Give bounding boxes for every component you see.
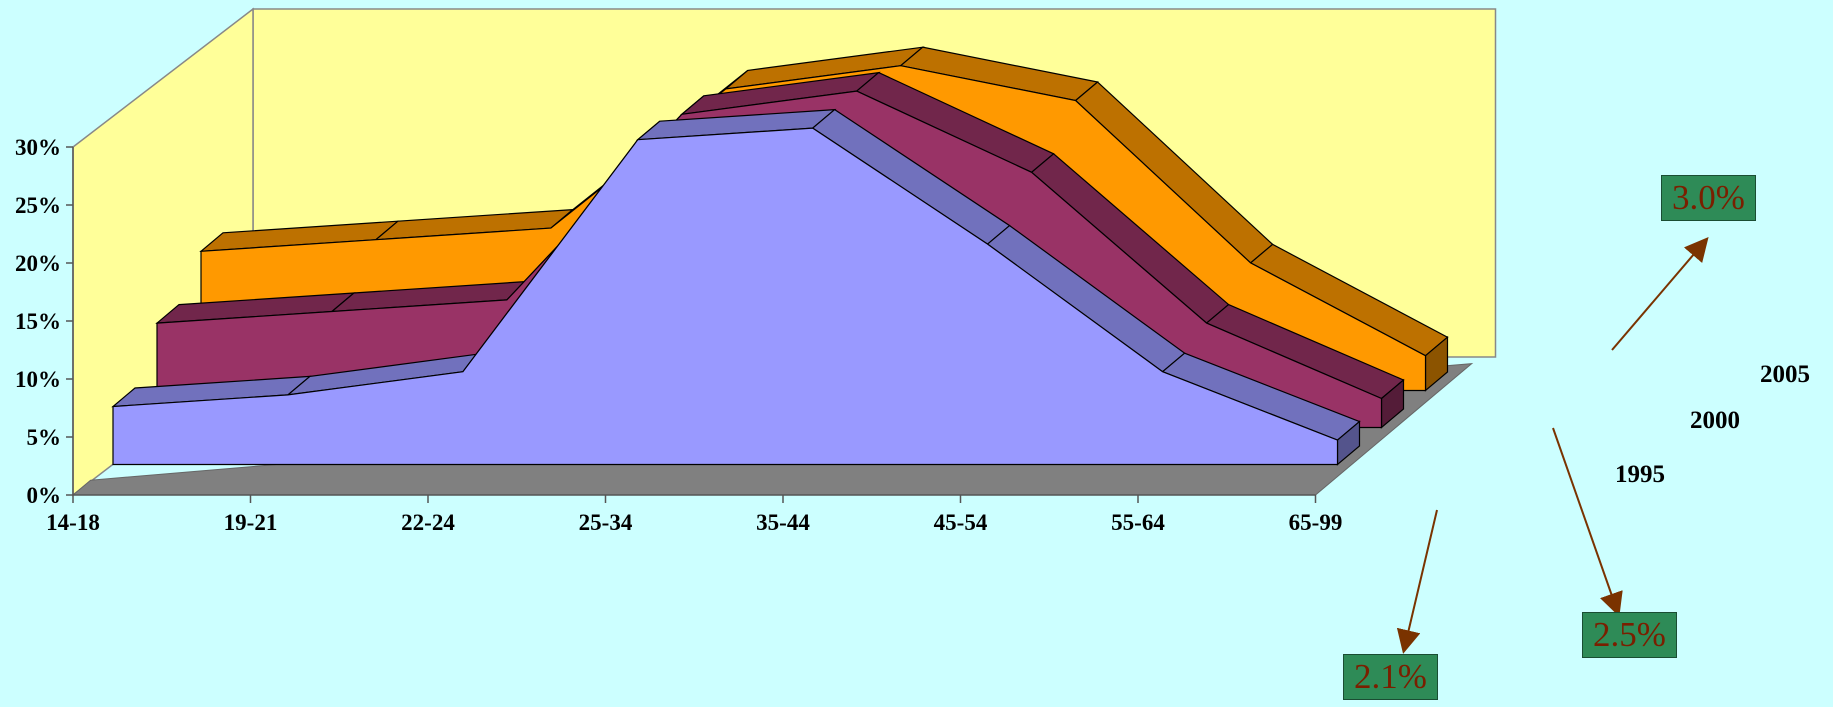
x-tick-label: 45-54 — [934, 510, 988, 535]
y-tick-label: 25% — [15, 193, 61, 218]
series-1995 — [111, 108, 1361, 466]
y-tick-label: 5% — [27, 425, 62, 450]
callout-label-1995: 2.1% — [1343, 654, 1438, 700]
x-tick-label: 65-99 — [1289, 510, 1343, 535]
callout-arrow-2005 — [1611, 236, 1709, 351]
x-tick-label: 14-18 — [46, 510, 100, 535]
callout-arrow-2000 — [1552, 427, 1623, 617]
depth-label-2000: 2000 — [1690, 407, 1740, 434]
callout-arrow-1995 — [1396, 509, 1438, 654]
callout-label-2000: 2.5% — [1582, 612, 1677, 658]
x-tick-label: 19-21 — [224, 510, 278, 535]
y-tick-label: 10% — [15, 367, 61, 392]
axis-layer: 0% 5% 10% 15% 20% 25% 30% 14-18 19-21 22-24 25-34 3… — [15, 135, 1810, 535]
x-tick-label: 35-44 — [756, 510, 810, 535]
y-tick-label: 30% — [15, 135, 61, 160]
depth-label-1995: 1995 — [1615, 461, 1665, 488]
arrow-layer — [1396, 236, 1709, 654]
callout-label-2005: 3.0% — [1661, 175, 1756, 221]
x-tick-label: 55-64 — [1111, 510, 1165, 535]
y-tick-label: 15% — [15, 309, 61, 334]
x-tick-label: 25-34 — [579, 510, 633, 535]
y-tick-label: 0% — [27, 483, 62, 508]
x-tick-label: 22-24 — [401, 510, 455, 535]
y-tick-label: 20% — [15, 251, 61, 276]
series-layer — [111, 46, 1449, 466]
depth-label-2005: 2005 — [1760, 361, 1810, 388]
series-1995-front-face — [112, 127, 1339, 466]
